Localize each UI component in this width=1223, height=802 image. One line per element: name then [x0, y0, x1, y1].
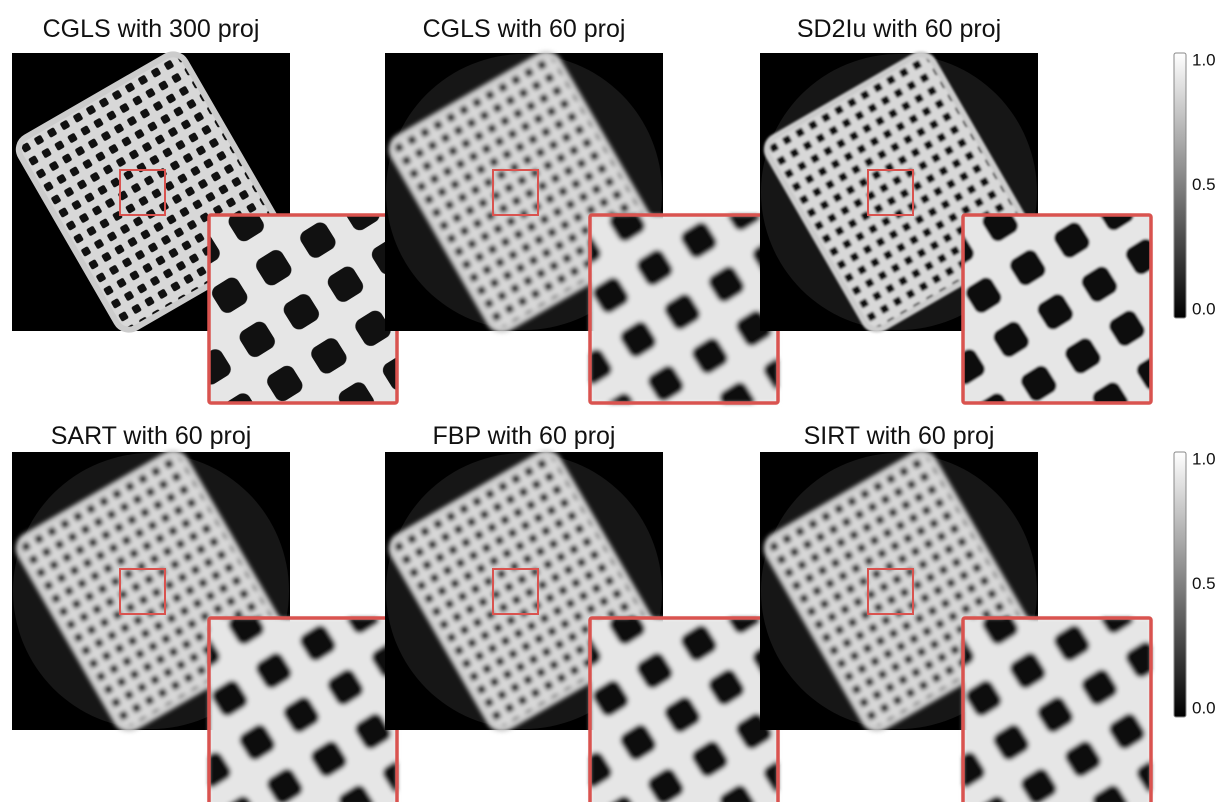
colorbar-tick-label: 1.0 [1192, 50, 1216, 69]
panel-title: SIRT with 60 proj [804, 422, 995, 450]
colorbar-tick-label: 1.0 [1192, 449, 1216, 468]
colorbar [1173, 52, 1187, 319]
inset-image [209, 618, 397, 802]
colorbar-tick-label: 0.5 [1192, 574, 1216, 593]
panel-title: SART with 60 proj [51, 422, 252, 450]
zoom-inset [588, 616, 780, 802]
zoom-inset [961, 616, 1153, 802]
inset-image [590, 618, 778, 802]
roi-box [119, 169, 166, 216]
panel-title: CGLS with 60 proj [423, 15, 626, 43]
panel-title: CGLS with 300 proj [43, 15, 260, 43]
inset-frame [961, 616, 1153, 802]
inset-image [963, 618, 1151, 802]
inset-image [209, 215, 397, 403]
panel-title: SD2Iu with 60 proj [797, 15, 1001, 43]
zoom-inset [207, 213, 399, 405]
colorbar-tick-label: 0.0 [1192, 299, 1216, 318]
inset-frame [961, 213, 1153, 405]
roi-box [492, 169, 539, 216]
roi-box [867, 169, 914, 216]
inset-image [590, 215, 778, 403]
colorbar-tick-label: 0.0 [1192, 698, 1216, 717]
zoom-inset [207, 616, 399, 802]
zoom-inset [961, 213, 1153, 405]
colorbar-tick-label: 0.5 [1192, 175, 1216, 194]
zoom-inset [588, 213, 780, 405]
colorbar [1173, 451, 1187, 718]
roi-box [119, 568, 166, 615]
panel-title: FBP with 60 proj [433, 422, 616, 450]
inset-image [963, 215, 1151, 403]
roi-box [867, 568, 914, 615]
roi-box [492, 568, 539, 615]
